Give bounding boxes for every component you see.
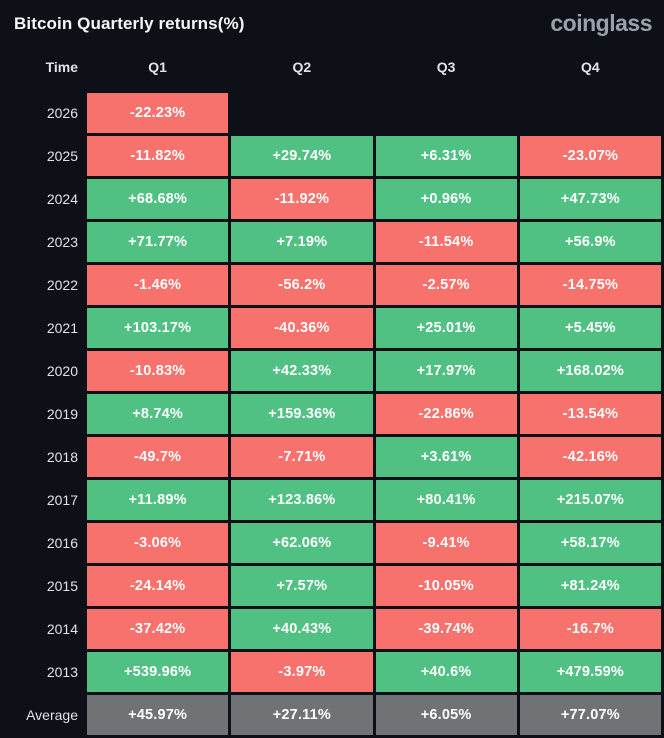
return-cell: +56.9% [519, 222, 661, 262]
column-header-time: Time [45, 59, 78, 75]
return-cell: -24.14% [87, 566, 229, 606]
row-label-2022: 2022 [46, 277, 78, 293]
return-cell: +68.68% [87, 179, 229, 219]
return-cell: +0.96% [375, 179, 517, 219]
row-label-2018: 2018 [46, 449, 78, 465]
return-cell: +81.24% [519, 566, 661, 606]
return-cell: -22.23% [87, 93, 229, 133]
row-label-2024: 2024 [46, 191, 78, 207]
empty-cell [376, 93, 517, 133]
returns-table: Time Q1 Q2 Q3 Q4 2026 -22.23% 2025 -11.82% +29.74… [0, 44, 664, 738]
row-label-2020: 2020 [46, 363, 78, 379]
column-header-q3: Q3 [436, 59, 456, 75]
return-cell: +62.06% [231, 523, 373, 563]
header-bar: Bitcoin Quarterly returns(%) coinglass [0, 0, 664, 44]
return-cell: +47.73% [519, 179, 661, 219]
return-cell: -11.54% [375, 222, 517, 262]
return-cell: +27.11% [231, 695, 373, 735]
return-cell: -42.16% [519, 437, 661, 477]
return-cell: +159.36% [231, 394, 373, 434]
row-label-2016: 2016 [46, 535, 78, 551]
return-cell: +40.6% [375, 652, 517, 692]
return-cell: -2.57% [375, 265, 517, 305]
return-cell: -10.83% [87, 351, 229, 391]
return-cell: -37.42% [87, 609, 229, 649]
row-label-2017: 2017 [46, 492, 78, 508]
row-label-2025: 2025 [46, 148, 78, 164]
return-cell: +7.57% [231, 566, 373, 606]
return-cell: +80.41% [375, 480, 517, 520]
row-label-2015: 2015 [46, 578, 78, 594]
return-cell: -11.92% [231, 179, 373, 219]
return-cell: +45.97% [87, 695, 229, 735]
column-header-q4: Q4 [581, 59, 600, 75]
column-header-q2: Q2 [292, 59, 312, 75]
empty-cell [520, 93, 661, 133]
return-cell: -23.07% [519, 136, 661, 176]
return-cell: -49.7% [87, 437, 229, 477]
return-cell: +11.89% [87, 480, 229, 520]
return-cell: +7.19% [231, 222, 373, 262]
return-cell: -7.71% [231, 437, 373, 477]
return-cell: -22.86% [375, 394, 517, 434]
return-cell: +25.01% [375, 308, 517, 348]
row-label-2023: 2023 [46, 234, 78, 250]
return-cell: +168.02% [519, 351, 661, 391]
row-label-2021: 2021 [46, 320, 78, 336]
row-label-2019: 2019 [46, 406, 78, 422]
return-cell: +8.74% [87, 394, 229, 434]
row-label-average: Average [26, 707, 78, 723]
return-cell: -16.7% [519, 609, 661, 649]
return-cell: -1.46% [87, 265, 229, 305]
row-label-2014: 2014 [46, 621, 78, 637]
return-cell: +123.86% [231, 480, 373, 520]
return-cell: +71.77% [87, 222, 229, 262]
column-header-q1: Q1 [148, 59, 167, 75]
return-cell: -3.97% [231, 652, 373, 692]
row-label-2026: 2026 [46, 105, 78, 121]
empty-cell [231, 93, 372, 133]
coinglass-logo[interactable]: coinglass [550, 10, 652, 36]
return-cell: +103.17% [87, 308, 229, 348]
return-cell: +215.07% [519, 480, 661, 520]
return-cell: -40.36% [231, 308, 373, 348]
return-cell: -39.74% [375, 609, 517, 649]
return-cell: +58.17% [519, 523, 661, 563]
return-cell: +29.74% [231, 136, 373, 176]
return-cell: -3.06% [87, 523, 229, 563]
return-cell: +6.31% [375, 136, 517, 176]
return-cell: +40.43% [231, 609, 373, 649]
return-cell: +5.45% [519, 308, 661, 348]
return-cell: -13.54% [519, 394, 661, 434]
return-cell: -9.41% [375, 523, 517, 563]
row-label-2013: 2013 [46, 664, 78, 680]
return-cell: -11.82% [87, 136, 229, 176]
return-cell: +3.61% [375, 437, 517, 477]
return-cell: -10.05% [375, 566, 517, 606]
return-cell: +17.97% [375, 351, 517, 391]
return-cell: -14.75% [519, 265, 661, 305]
return-cell: -56.2% [231, 265, 373, 305]
return-cell: +77.07% [519, 695, 661, 735]
return-cell: +539.96% [87, 652, 229, 692]
return-cell: +6.05% [375, 695, 517, 735]
page-title: Bitcoin Quarterly returns(%) [14, 13, 245, 33]
return-cell: +479.59% [519, 652, 661, 692]
return-cell: +42.33% [231, 351, 373, 391]
